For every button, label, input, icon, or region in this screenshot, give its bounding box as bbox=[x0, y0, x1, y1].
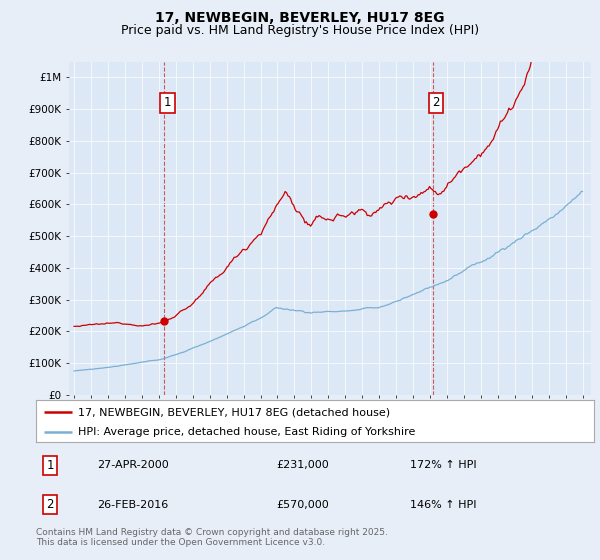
Text: £570,000: £570,000 bbox=[276, 500, 329, 510]
Text: Contains HM Land Registry data © Crown copyright and database right 2025.
This d: Contains HM Land Registry data © Crown c… bbox=[36, 528, 388, 547]
Text: 17, NEWBEGIN, BEVERLEY, HU17 8EG (detached house): 17, NEWBEGIN, BEVERLEY, HU17 8EG (detach… bbox=[78, 407, 390, 417]
Text: Price paid vs. HM Land Registry's House Price Index (HPI): Price paid vs. HM Land Registry's House … bbox=[121, 24, 479, 36]
Text: 2: 2 bbox=[46, 498, 54, 511]
Text: 172% ↑ HPI: 172% ↑ HPI bbox=[410, 460, 476, 470]
Text: 26-FEB-2016: 26-FEB-2016 bbox=[97, 500, 169, 510]
Text: HPI: Average price, detached house, East Riding of Yorkshire: HPI: Average price, detached house, East… bbox=[78, 427, 415, 437]
Text: 1: 1 bbox=[164, 96, 172, 109]
Text: 17, NEWBEGIN, BEVERLEY, HU17 8EG: 17, NEWBEGIN, BEVERLEY, HU17 8EG bbox=[155, 11, 445, 25]
Text: 146% ↑ HPI: 146% ↑ HPI bbox=[410, 500, 476, 510]
Text: 2: 2 bbox=[432, 96, 440, 109]
Text: £231,000: £231,000 bbox=[276, 460, 329, 470]
Text: 27-APR-2000: 27-APR-2000 bbox=[97, 460, 169, 470]
Text: 1: 1 bbox=[46, 459, 54, 472]
